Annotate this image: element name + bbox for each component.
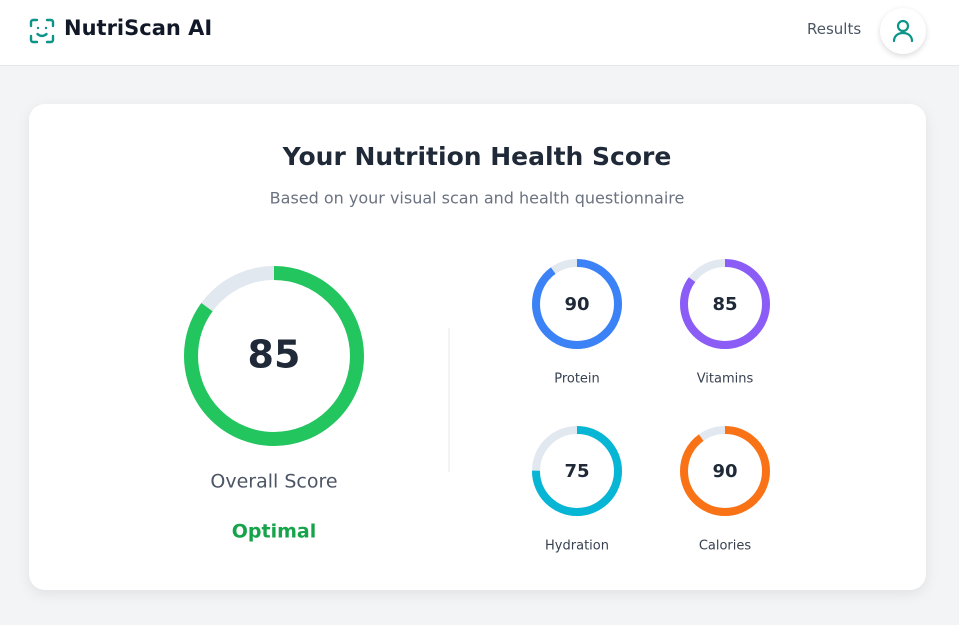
profile-button[interactable]	[880, 8, 926, 54]
metric-label: Hydration	[545, 539, 609, 554]
overall-label: Overall Score	[210, 471, 337, 493]
overall-status: Optimal	[232, 521, 316, 543]
header: NutriScan AI Results	[0, 0, 959, 66]
card-subtitle: Based on your visual scan and health que…	[270, 189, 685, 208]
nav-results[interactable]: Results	[807, 20, 862, 38]
ring-score: 90	[712, 461, 737, 482]
ring-progress	[532, 426, 622, 516]
user-icon	[892, 19, 914, 43]
ring-score: 75	[564, 461, 589, 482]
ring-progress	[532, 259, 622, 349]
ring-score: 85	[712, 294, 737, 315]
brand: NutriScan AI	[64, 16, 213, 40]
score-card: Your Nutrition Health Score Based on you…	[29, 104, 926, 590]
ring-progress	[184, 266, 364, 446]
ring-progress	[680, 426, 770, 516]
metric-label: Vitamins	[697, 372, 754, 387]
score-panel: Your Nutrition Health Score Based on you…	[184, 142, 770, 554]
metric-label: Protein	[554, 372, 600, 387]
logo-icon	[29, 18, 55, 44]
metric-label: Calories	[699, 539, 752, 554]
card-title: Your Nutrition Health Score	[282, 142, 672, 171]
ring-progress	[680, 259, 770, 349]
ring-score: 85	[248, 333, 301, 377]
ring-score: 90	[564, 294, 589, 315]
